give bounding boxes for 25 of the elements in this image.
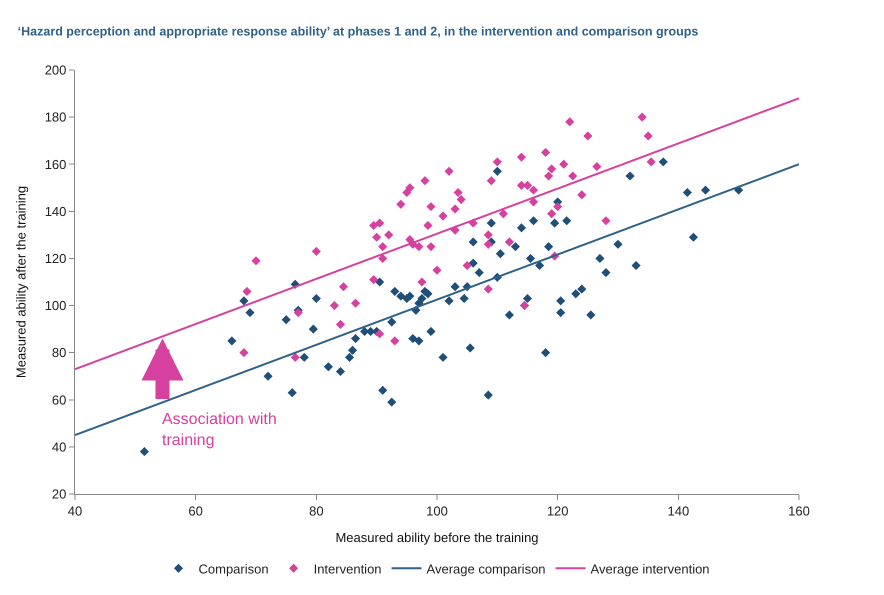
y-tick-label: 60	[52, 392, 66, 408]
legend-label: Average comparison	[426, 561, 546, 576]
x-tick-label: 120	[546, 504, 569, 519]
y-tick-label: 120	[44, 250, 66, 266]
x-tick-label: 40	[68, 504, 82, 519]
y-tick-label: 140	[44, 204, 66, 219]
x-tick-label: 80	[309, 504, 324, 519]
x-tick-label: 60	[188, 504, 203, 519]
y-tick-label: 20	[52, 486, 66, 502]
y-tick-label: 200	[44, 62, 66, 78]
y-tick-label: 160	[44, 156, 66, 172]
chart-title: ‘Hazard perception and appropriate response ability’ at phases 1 and 2, in the intervention and comparison groups	[18, 24, 698, 39]
y-tick-label: 180	[44, 110, 66, 125]
legend-label: Intervention	[314, 561, 382, 576]
y-tick-label: 100	[44, 298, 66, 314]
annotation: Association with training	[162, 411, 277, 449]
y-tick-label: 80	[52, 345, 66, 360]
y-tick-label: 40	[52, 439, 66, 454]
x-tick-label: 160	[788, 504, 810, 519]
x-axis-title: Measured ability before the training	[335, 530, 539, 546]
legend-label: Average intervention	[590, 561, 710, 576]
y-axis-title: Measured ability after the training	[14, 186, 29, 378]
x-tick-label: 100	[426, 504, 448, 519]
x-tick-label: 140	[667, 504, 690, 519]
legend-label: Comparison	[198, 561, 269, 576]
